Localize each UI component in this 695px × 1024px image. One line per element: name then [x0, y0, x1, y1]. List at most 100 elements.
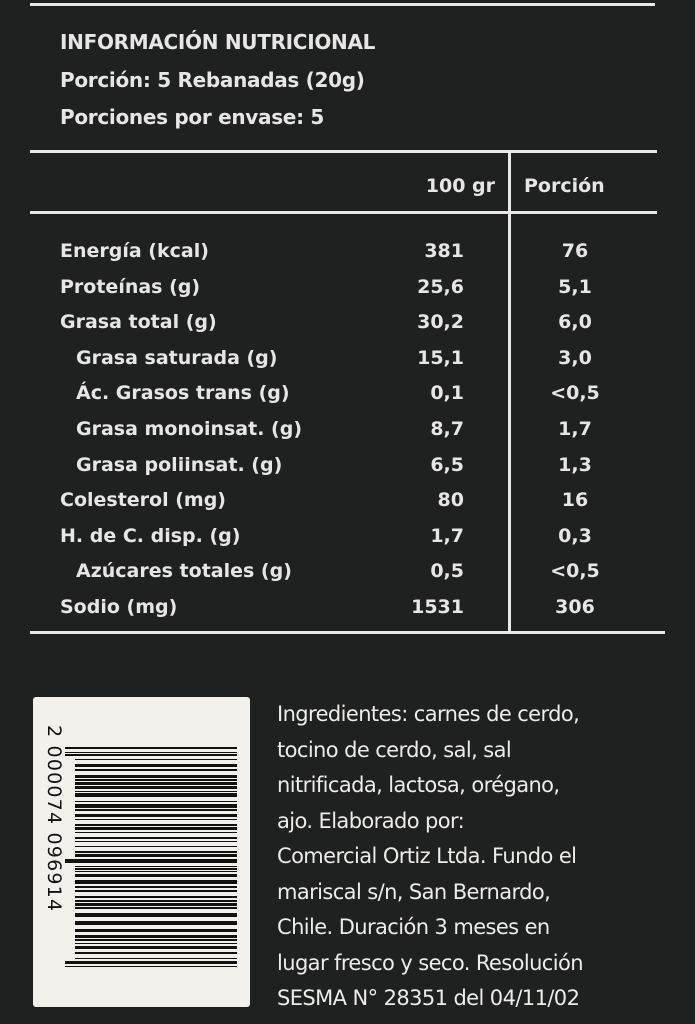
barcode-bar — [75, 907, 237, 909]
nutrient-row: Azúcares totales (g) 0,5 <0,5 — [0, 560, 695, 590]
barcode-bar — [75, 793, 237, 797]
barcode-bars — [65, 747, 237, 967]
nutrient-row: H. de C. disp. (g) 1,7 0,3 — [0, 525, 695, 555]
barcode-bar — [75, 880, 237, 884]
ingredients-text: Ingredientes: carnes de cerdo, tocino de … — [277, 697, 584, 1017]
barcode-bar — [65, 961, 237, 964]
nutrient-label: Grasa poliinsat. (g) — [76, 453, 283, 476]
value-per-portion: <0,5 — [550, 382, 600, 405]
barcode-bar — [75, 824, 237, 826]
ingredients-line: tocino de cerdo, sal, sal — [277, 737, 512, 762]
barcode-bar — [75, 809, 237, 811]
serving-size: Porción: 5 Rebanadas (20g) — [60, 68, 365, 92]
barcode-bar — [75, 782, 237, 785]
barcode-bar — [75, 837, 237, 839]
table-bottom-rule — [30, 631, 665, 634]
ingredients-line: ajo. Elaborado por: — [277, 808, 465, 833]
ingredients-line: SESMA N° 28351 del 04/11/02 — [277, 986, 580, 1010]
value-per-portion: 1,7 — [558, 418, 592, 440]
barcode-bar — [65, 754, 237, 756]
nutrition-title: INFORMACIÓN NUTRICIONAL — [60, 30, 376, 54]
barcode-bar — [75, 804, 237, 808]
value-per-portion: 306 — [555, 596, 595, 618]
barcode-bar — [75, 903, 237, 906]
nutrient-label: Azúcares totales (g) — [76, 560, 292, 583]
nutrient-row: Grasa monoinsat. (g) 8,7 1,7 — [0, 418, 695, 448]
value-per-portion: 3,0 — [558, 346, 592, 369]
nutrient-label: Grasa saturada (g) — [76, 346, 278, 369]
value-per-100g: 25,6 — [417, 275, 464, 298]
ingredients-line: Ingredientes: carnes de cerdo, — [277, 702, 580, 726]
nutrient-row: Sodio (mg) 1531 306 — [0, 596, 695, 626]
nutrient-label: Energía (kcal) — [60, 240, 209, 262]
barcode-bar — [75, 759, 237, 760]
nutrient-row: Energía (kcal) 381 76 — [0, 240, 695, 270]
barcode-bar — [75, 769, 237, 771]
barcode-bar — [75, 832, 237, 833]
barcode-bar — [65, 859, 237, 863]
barcode-bar — [75, 868, 237, 870]
barcode-bar — [75, 786, 237, 789]
ingredients-line: Comercial Ortiz Ltda. Fundo el — [277, 844, 577, 868]
barcode-bar — [75, 851, 237, 853]
barcode-bar — [75, 946, 237, 949]
value-per-100g: 0,1 — [430, 382, 464, 405]
nutrient-label: Sodio (mg) — [60, 596, 178, 618]
barcode-bar — [65, 747, 237, 749]
barcode-bar — [75, 779, 237, 781]
barcode-bar — [75, 874, 237, 877]
barcode-bar — [75, 929, 237, 932]
barcode-bar — [75, 896, 237, 898]
column-divider — [508, 150, 511, 633]
barcode-bar — [75, 921, 237, 925]
value-per-portion: 1,3 — [558, 453, 592, 476]
barcode-bar — [75, 935, 237, 938]
barcode-bar — [75, 886, 237, 888]
barcode-bar — [75, 890, 237, 892]
nutrient-row: Ác. Grasos trans (g) 0,1 <0,5 — [0, 382, 695, 412]
nutrient-label: H. de C. disp. (g) — [60, 524, 241, 547]
barcode-bar — [75, 943, 237, 944]
nutrient-row: Colesterol (mg) 80 16 — [0, 489, 695, 519]
ingredients-line: mariscal s/n, San Bernardo, — [277, 879, 551, 904]
barcode-bar — [75, 791, 237, 792]
barcode-bar — [75, 900, 237, 902]
ingredients-line: lugar fresco y seco. Resolución — [277, 950, 584, 975]
barcode-bar — [75, 958, 237, 959]
column-header-100g: 100 gr — [425, 175, 495, 197]
value-per-100g: 15,1 — [417, 346, 464, 369]
barcode-bar — [75, 814, 237, 817]
ingredients-line: nitrificada, lactosa, orégano, — [277, 773, 560, 797]
barcode-bar — [75, 913, 237, 917]
barcode-bar — [75, 939, 237, 941]
value-per-100g: 1531 — [411, 596, 464, 618]
value-per-100g: 0,5 — [430, 560, 464, 583]
nutrient-row: Proteínas (g) 25,6 5,1 — [0, 276, 695, 306]
barcode-bar — [75, 866, 237, 867]
barcode-bar — [75, 952, 237, 954]
value-per-100g: 381 — [424, 240, 464, 262]
nutrient-label: Colesterol (mg) — [60, 489, 226, 512]
nutrient-row: Grasa total (g) 30,2 6,0 — [0, 311, 695, 341]
barcode-bar — [75, 819, 237, 820]
table-top-rule — [30, 150, 657, 153]
value-per-portion: 6,0 — [558, 311, 592, 334]
nutrient-label: Proteínas (g) — [60, 275, 201, 298]
value-per-portion: 5,1 — [558, 275, 592, 298]
barcode-bar — [65, 752, 237, 753]
barcode-bar — [75, 775, 237, 778]
value-per-100g: 1,7 — [430, 524, 464, 547]
barcode: 2 000074 096914 — [33, 697, 250, 1007]
barcode-bar — [75, 841, 237, 842]
top-rule — [30, 3, 655, 6]
nutrient-row: Grasa poliinsat. (g) 6,5 1,3 — [0, 454, 695, 484]
servings-per-pack: Porciones por envase: 5 — [60, 105, 325, 129]
nutrient-label: Ác. Grasos trans (g) — [76, 382, 290, 405]
barcode-bar — [75, 801, 237, 802]
value-per-100g: 8,7 — [430, 418, 464, 440]
value-per-portion: <0,5 — [550, 560, 600, 583]
value-per-portion: 76 — [561, 240, 589, 262]
barcode-bar — [65, 966, 237, 967]
header-rule — [30, 211, 657, 214]
value-per-100g: 80 — [437, 489, 464, 512]
